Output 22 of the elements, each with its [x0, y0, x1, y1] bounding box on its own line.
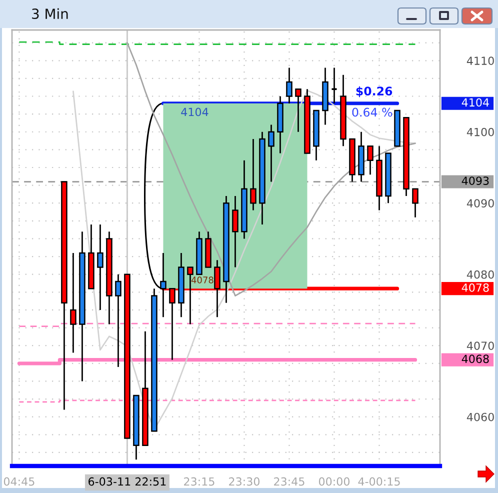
- y-tick-label: 4110: [466, 56, 494, 66]
- x-tick-label: 4-00:15: [358, 477, 400, 486]
- annotation: 0.64 %: [352, 108, 392, 117]
- ref-line-label: 4093: [462, 176, 489, 185]
- y-tick-label: 4070: [466, 342, 494, 350]
- series-label: 4078: [191, 276, 214, 284]
- text: 4078: [462, 283, 489, 292]
- x-tick-label: 04:45: [4, 477, 34, 486]
- series-label: 4104: [181, 108, 208, 116]
- y-tick-label: 4090: [466, 199, 494, 208]
- y-tick-label: 4080: [466, 270, 494, 279]
- x-tick-label: 00:00: [318, 477, 350, 486]
- x-tick-label: 23:45: [274, 477, 304, 486]
- text: 4068: [462, 354, 489, 364]
- y-tick-label: 4100: [466, 128, 494, 136]
- x-tick-label: 6-03-11 22:51: [88, 477, 166, 486]
- text: 4104: [462, 98, 489, 107]
- x-tick-label: 23:15: [184, 477, 214, 486]
- annotation: $0.26: [356, 86, 392, 98]
- chart-title: 3 Min: [32, 8, 68, 20]
- x-tick-label: 23:30: [229, 477, 260, 486]
- y-tick-label: 4060: [466, 412, 494, 422]
